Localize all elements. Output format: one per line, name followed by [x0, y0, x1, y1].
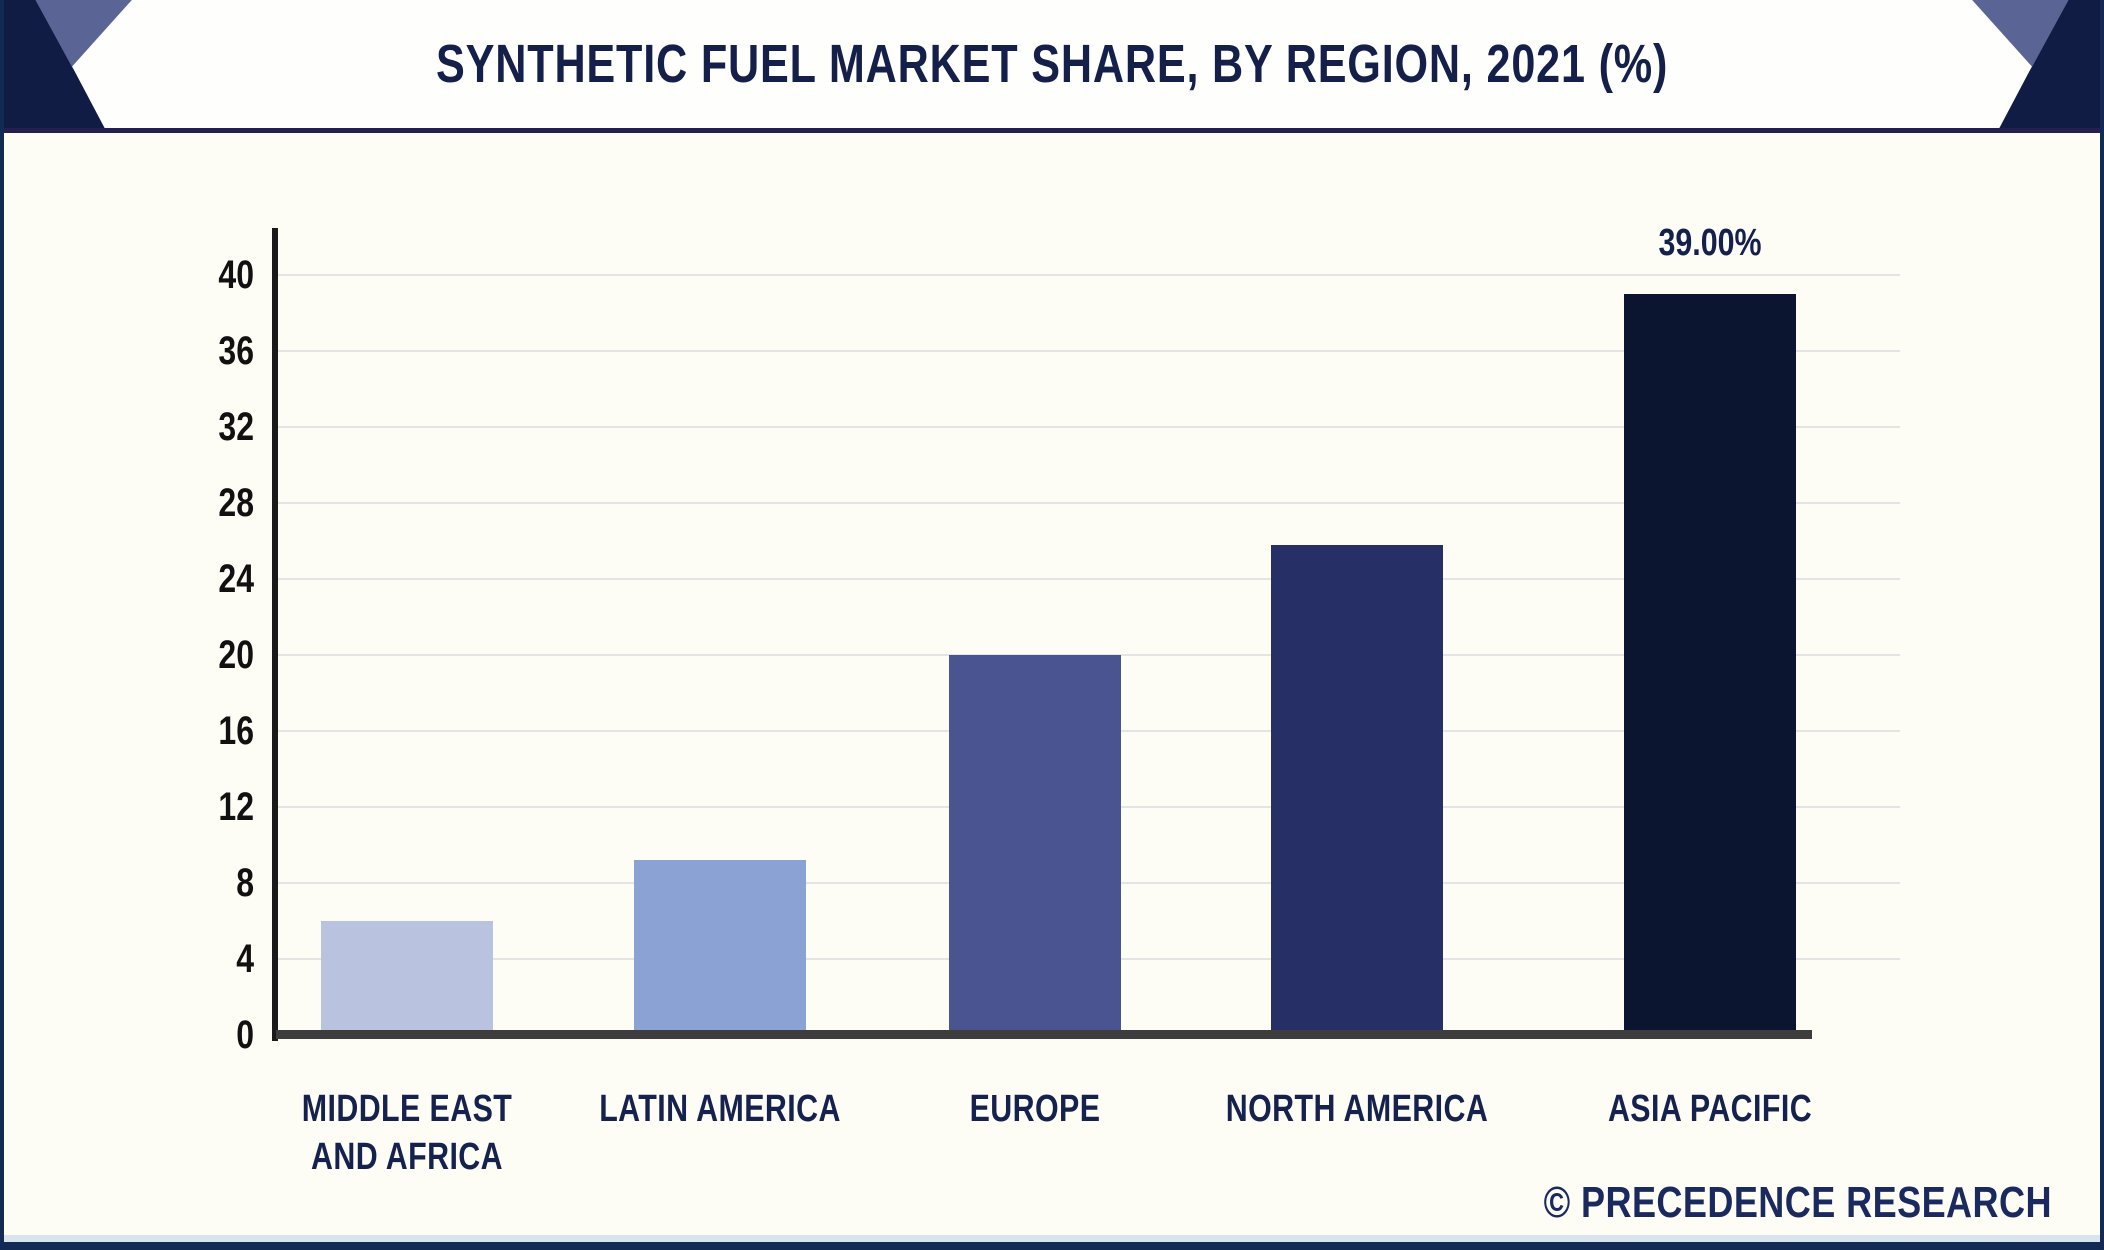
y-tick-label-40: 40 — [218, 253, 254, 298]
grid-line-32 — [276, 426, 1900, 429]
y-axis-line — [272, 228, 278, 1041]
bar-value-label-asia-pacific: 39.00% — [1658, 222, 1762, 265]
bottom-border — [4, 1242, 2100, 1250]
bar-north-america — [1271, 545, 1443, 1035]
bar-europe — [949, 655, 1121, 1035]
bottom-accent-strip — [4, 1235, 2100, 1242]
grid-line-40 — [276, 274, 1900, 277]
y-tick-label-28: 28 — [218, 481, 254, 526]
y-tick-label-8: 8 — [236, 861, 254, 906]
brand-watermark: © PRECEDENCE RESEARCH — [1543, 1178, 2052, 1227]
title-ribbon: SYNTHETIC FUEL MARKET SHARE, BY REGION, … — [72, 0, 2032, 128]
bar-latin-america — [634, 860, 806, 1035]
x-axis-line — [276, 1030, 1812, 1039]
category-label-north-america: NORTH AMERICA — [1225, 1088, 1489, 1130]
category-label-latin-america: LATIN AMERICA — [599, 1088, 841, 1130]
y-tick-label-32: 32 — [218, 405, 254, 450]
chart-title: SYNTHETIC FUEL MARKET SHARE, BY REGION, … — [435, 34, 1669, 94]
grid-line-28 — [276, 502, 1900, 505]
y-tick-label-12: 12 — [218, 785, 254, 830]
bar-chart: 0 4 8 12 16 20 24 28 32 36 40 MIDDLE EAST AND AFRIC… — [4, 0, 2100, 1250]
grid-line-24 — [276, 578, 1900, 581]
header-banner: SYNTHETIC FUEL MARKET SHARE, BY REGION, … — [4, 0, 2100, 128]
y-tick-label-24: 24 — [218, 557, 254, 602]
y-tick-label-0: 0 — [236, 1013, 254, 1057]
y-tick-label-16: 16 — [218, 709, 254, 754]
y-tick-label-36: 36 — [218, 329, 254, 374]
category-label-europe: EUROPE — [969, 1088, 1101, 1130]
grid-line-36 — [276, 350, 1900, 353]
category-label-asia-pacific: ASIA PACIFIC — [1607, 1088, 1813, 1130]
y-tick-label-20: 20 — [218, 633, 254, 678]
y-tick-label-4: 4 — [236, 937, 254, 982]
bar-asia-pacific — [1624, 294, 1796, 1035]
bar-middle-east-and-africa — [321, 921, 493, 1035]
category-label-middle-east-and-africa: MIDDLE EAST AND AFRICA — [301, 1088, 513, 1178]
header-divider — [4, 128, 2100, 133]
